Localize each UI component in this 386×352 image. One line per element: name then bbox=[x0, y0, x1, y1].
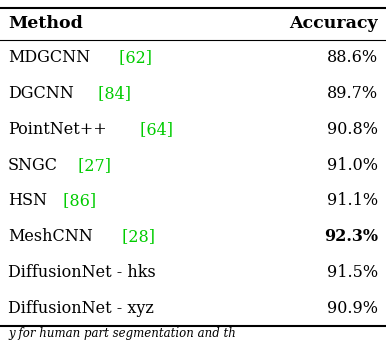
Text: 91.5%: 91.5% bbox=[327, 264, 378, 281]
Text: 91.1%: 91.1% bbox=[327, 193, 378, 209]
Text: [86]: [86] bbox=[58, 193, 96, 209]
Text: PointNet++: PointNet++ bbox=[8, 121, 107, 138]
Text: 92.3%: 92.3% bbox=[324, 228, 378, 245]
Text: [27]: [27] bbox=[73, 157, 110, 174]
Text: MDGCNN: MDGCNN bbox=[8, 49, 90, 67]
Text: [64]: [64] bbox=[135, 121, 173, 138]
Text: Accuracy: Accuracy bbox=[290, 15, 378, 32]
Text: [28]: [28] bbox=[117, 228, 155, 245]
Text: HSN: HSN bbox=[8, 193, 47, 209]
Text: DiffusionNet - hks: DiffusionNet - hks bbox=[8, 264, 156, 281]
Text: y for human part segmentation and th: y for human part segmentation and th bbox=[8, 327, 236, 340]
Text: DGCNN: DGCNN bbox=[8, 85, 74, 102]
Text: Method: Method bbox=[8, 15, 83, 32]
Text: DiffusionNet - xyz: DiffusionNet - xyz bbox=[8, 300, 154, 317]
Text: 89.7%: 89.7% bbox=[327, 85, 378, 102]
Text: 90.9%: 90.9% bbox=[327, 300, 378, 317]
Text: SNGC: SNGC bbox=[8, 157, 58, 174]
Text: [84]: [84] bbox=[93, 85, 131, 102]
Text: 91.0%: 91.0% bbox=[327, 157, 378, 174]
Text: MeshCNN: MeshCNN bbox=[8, 228, 93, 245]
Text: 88.6%: 88.6% bbox=[327, 49, 378, 67]
Text: 90.8%: 90.8% bbox=[327, 121, 378, 138]
Text: [62]: [62] bbox=[114, 49, 152, 67]
